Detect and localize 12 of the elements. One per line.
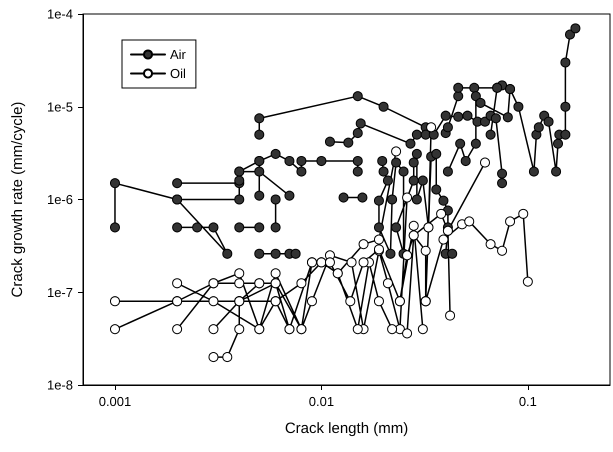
y-tick-label: 1e-4 xyxy=(46,6,73,22)
x-tick-label: 0.001 xyxy=(98,394,132,409)
legend-label: Oil xyxy=(170,66,186,81)
y-tick-label: 1e-8 xyxy=(46,378,73,392)
y-tick-label: 1e-5 xyxy=(46,99,73,114)
y-tick-label: 1e-6 xyxy=(46,192,73,207)
legend-label: Air xyxy=(170,47,187,62)
y-axis-title: Crack growth rate (mm/cycle) xyxy=(9,102,26,298)
y-tick-label: 1e-7 xyxy=(46,284,73,300)
x-tick-label: 0.1 xyxy=(518,394,537,409)
x-tick-label: 0.01 xyxy=(308,394,334,409)
x-axis-title: Crack length (mm) xyxy=(284,420,408,437)
